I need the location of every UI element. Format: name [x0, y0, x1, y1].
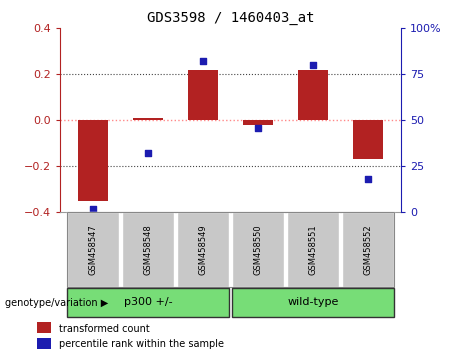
Bar: [37, 322, 52, 333]
Text: GSM458549: GSM458549: [199, 224, 207, 275]
Bar: [78, 120, 108, 201]
Bar: [188, 70, 218, 120]
Text: p300 +/-: p300 +/-: [124, 297, 172, 307]
Bar: [243, 120, 273, 125]
Text: genotype/variation ▶: genotype/variation ▶: [5, 298, 108, 308]
Bar: [231, 212, 284, 287]
Text: transformed count: transformed count: [59, 324, 149, 333]
Text: GSM458547: GSM458547: [89, 224, 97, 275]
Point: [254, 125, 262, 131]
Title: GDS3598 / 1460403_at: GDS3598 / 1460403_at: [147, 11, 314, 24]
Point: [144, 151, 152, 156]
Bar: [133, 118, 163, 120]
Point: [309, 62, 317, 68]
Bar: [353, 120, 383, 159]
Text: percentile rank within the sample: percentile rank within the sample: [59, 339, 224, 349]
Bar: [37, 338, 52, 349]
Bar: [287, 212, 339, 287]
Bar: [122, 212, 174, 287]
Bar: [66, 212, 119, 287]
Text: GSM458551: GSM458551: [308, 224, 318, 275]
Bar: [298, 70, 328, 120]
Text: GSM458552: GSM458552: [364, 224, 372, 275]
Text: GSM458548: GSM458548: [143, 224, 153, 275]
Bar: [342, 212, 395, 287]
Point: [364, 176, 372, 182]
Text: wild-type: wild-type: [287, 297, 339, 307]
Bar: [66, 288, 230, 317]
Point: [199, 59, 207, 64]
Point: [89, 206, 97, 212]
Text: GSM458550: GSM458550: [254, 224, 262, 275]
Bar: [231, 288, 395, 317]
Bar: [177, 212, 230, 287]
